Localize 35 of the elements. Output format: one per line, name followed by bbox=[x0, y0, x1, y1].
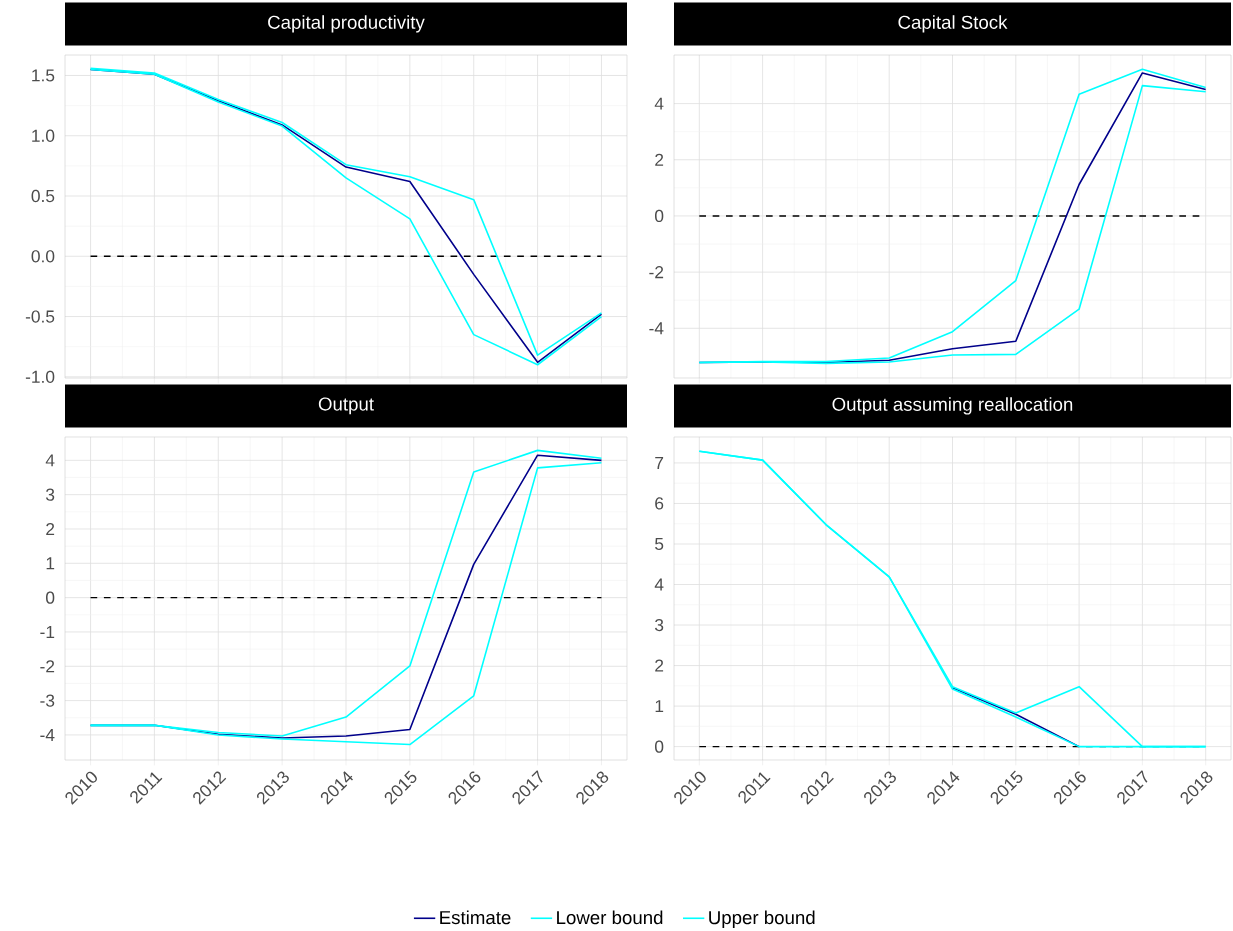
y-tick-label: -1.0 bbox=[25, 370, 55, 383]
y-tick-label: 3 bbox=[46, 488, 55, 501]
y-tick-label: 0.0 bbox=[31, 250, 55, 263]
y-tick-label: 1 bbox=[655, 700, 664, 713]
y-tick-label: -4 bbox=[40, 728, 55, 741]
y-tick-label: -4 bbox=[649, 322, 664, 335]
y-tick-label: 3 bbox=[655, 618, 664, 632]
legend-label: Upper bound bbox=[709, 910, 815, 928]
y-tick-label: 2 bbox=[46, 522, 55, 536]
y-tick-label: 4 bbox=[45, 454, 55, 467]
y-tick-label: 1.0 bbox=[32, 129, 55, 142]
legend-label: Lower bound bbox=[557, 910, 663, 925]
y-tick-label: -2 bbox=[40, 660, 55, 673]
chart-title: Capital Stock bbox=[898, 15, 1008, 33]
y-tick-label: 2 bbox=[655, 659, 664, 672]
y-tick-label: -3 bbox=[40, 694, 55, 707]
chart-title: Output bbox=[318, 397, 374, 415]
y-tick-label: -1 bbox=[40, 626, 55, 638]
y-tick-label: 7 bbox=[655, 456, 664, 469]
chart-title: Capital productivity bbox=[268, 15, 425, 33]
y-tick-label: 0.5 bbox=[31, 189, 55, 203]
y-tick-label: 0 bbox=[655, 209, 664, 223]
legend-label: Estimate bbox=[440, 910, 511, 925]
y-tick-label: 1 bbox=[46, 557, 55, 570]
y-tick-label: 6 bbox=[655, 497, 664, 510]
y-tick-label: 4 bbox=[654, 97, 664, 110]
y-tick-label: 5 bbox=[655, 537, 664, 551]
chart-title: Output assuming reallocation bbox=[832, 397, 1073, 415]
y-tick-label: -0.5 bbox=[25, 310, 55, 323]
y-tick-label: -2 bbox=[649, 266, 664, 279]
y-tick-label: 1.5 bbox=[32, 69, 55, 82]
y-tick-label: 4 bbox=[654, 578, 664, 591]
y-tick-label: 0 bbox=[655, 740, 664, 753]
y-tick-label: 0 bbox=[46, 591, 55, 604]
y-tick-label: 2 bbox=[655, 153, 664, 166]
